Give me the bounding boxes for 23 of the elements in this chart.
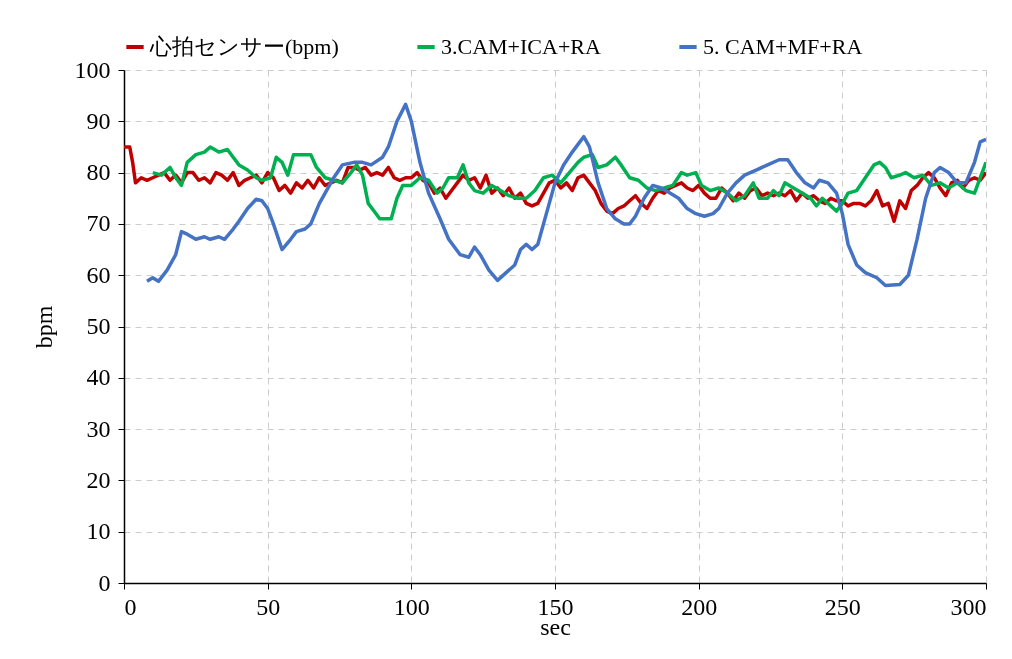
x-tick-label: 150 (537, 593, 574, 620)
x-tick-label: 200 (681, 593, 718, 620)
y-tick-label: 80 (86, 159, 111, 186)
x-tick-label: 0 (124, 593, 137, 620)
x-tick-label: 300 (950, 593, 987, 620)
y-tick-label: 70 (86, 210, 111, 237)
y-tick-label: 50 (86, 313, 111, 339)
y-tick-label: 30 (86, 415, 111, 442)
y-tick-label: 100 (74, 56, 111, 83)
x-tick-label: 50 (256, 593, 281, 620)
line-series (145, 102, 986, 288)
y-tick-label: 90 (86, 107, 111, 134)
y-tick-label: 60 (86, 261, 111, 288)
x-tick-label: 100 (393, 593, 430, 620)
legend-label: 5. CAM+MF+RA (703, 34, 863, 59)
legend-label: 3.CAM+ICA+RA (441, 34, 601, 59)
y-axis-title: bpm (30, 305, 57, 349)
y-tick-label: 20 (86, 466, 111, 493)
y-tick-label: 10 (86, 518, 111, 545)
y-tick-label: 40 (86, 364, 111, 391)
y-tick-label: 0 (98, 569, 111, 596)
x-tick-label: 250 (824, 593, 861, 620)
legend-label: 心拍センサー(bpm) (149, 34, 339, 59)
